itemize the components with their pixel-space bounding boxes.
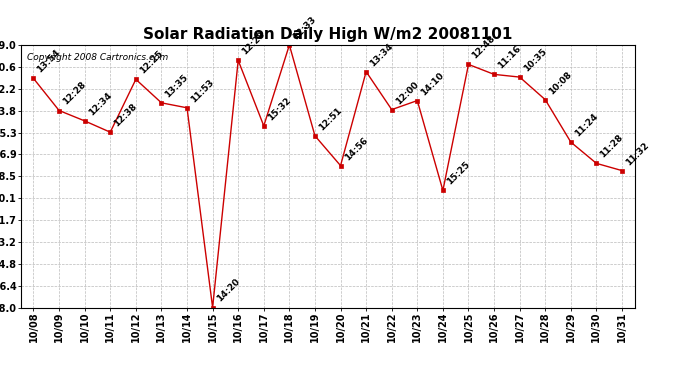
Text: 14:20: 14:20	[215, 277, 242, 304]
Text: 13:34: 13:34	[368, 41, 395, 68]
Text: 15:25: 15:25	[445, 160, 471, 187]
Text: 11:24: 11:24	[573, 112, 600, 138]
Text: 12:00: 12:00	[394, 80, 420, 106]
Text: 11:28: 11:28	[598, 133, 625, 160]
Text: 10:35: 10:35	[522, 47, 549, 74]
Text: 11:53: 11:53	[189, 78, 216, 104]
Text: 11:16: 11:16	[496, 44, 523, 71]
Text: 12:25: 12:25	[138, 49, 164, 76]
Text: 12:48: 12:48	[471, 34, 497, 61]
Text: 11:32: 11:32	[624, 140, 651, 167]
Text: 12:28: 12:28	[240, 30, 267, 57]
Text: 12:38: 12:38	[112, 102, 139, 129]
Text: 13:54: 13:54	[36, 48, 62, 75]
Title: Solar Radiation Daily High W/m2 20081101: Solar Radiation Daily High W/m2 20081101	[143, 27, 513, 42]
Text: 10:08: 10:08	[547, 70, 573, 96]
Text: 14:10: 14:10	[420, 70, 446, 97]
Text: 12:28: 12:28	[61, 80, 88, 107]
Text: 15:32: 15:32	[266, 96, 293, 122]
Text: 12:34: 12:34	[87, 91, 113, 117]
Text: 12:33: 12:33	[291, 15, 318, 41]
Text: 13:35: 13:35	[164, 73, 190, 99]
Text: 12:51: 12:51	[317, 106, 344, 132]
Text: Copyright 2008 Cartronics.com: Copyright 2008 Cartronics.com	[27, 53, 168, 62]
Text: 14:56: 14:56	[343, 135, 369, 162]
